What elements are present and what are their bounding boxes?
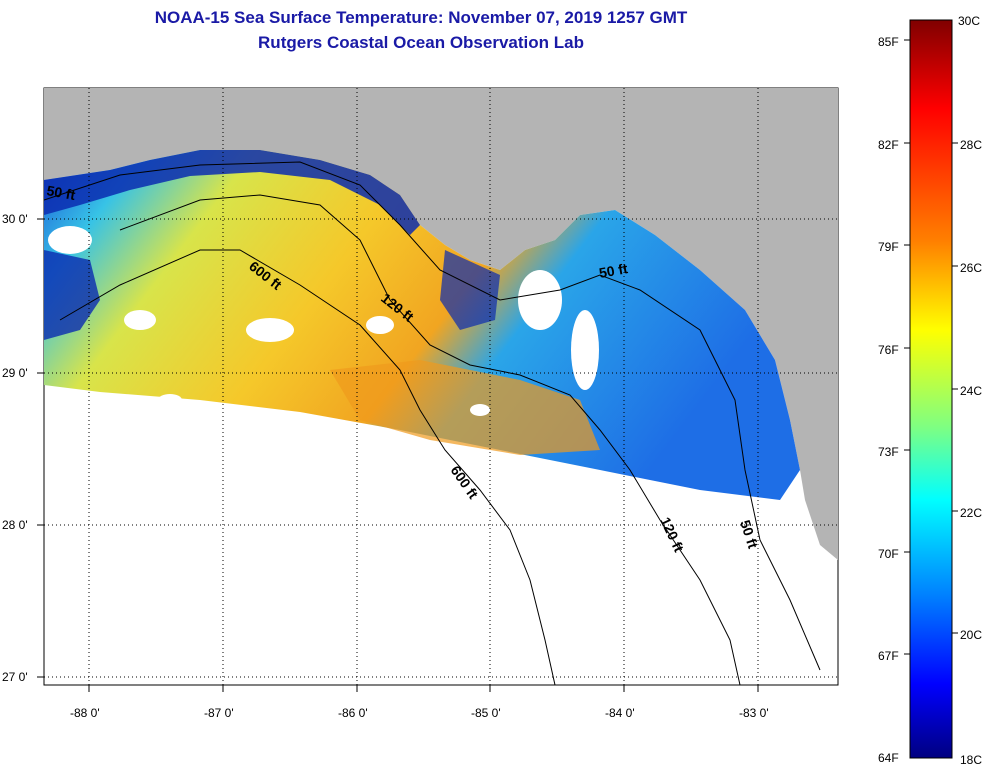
- colorbar-c-24: 24C: [960, 384, 982, 398]
- warm-core: [330, 360, 600, 455]
- colorbar-f-67: 67F: [878, 649, 899, 663]
- cold-coastal-band: [44, 150, 420, 235]
- colorbar-f-76: 76F: [878, 343, 899, 357]
- cloud-gaps: [48, 226, 599, 416]
- colorbar-c-18: 18C: [960, 753, 982, 767]
- colorbar-c-22: 22C: [960, 506, 982, 520]
- map-subtitle: Rutgers Coastal Ocean Observation Lab: [258, 33, 584, 52]
- land-mass: [44, 88, 838, 560]
- colorbar-f-64: 64F: [878, 751, 899, 765]
- colorbar-f-73: 73F: [878, 445, 899, 459]
- cold-patch-bay: [440, 250, 500, 330]
- lon-label-86: -86 0': [338, 706, 368, 720]
- colorbar-c-20: 20C: [960, 628, 982, 642]
- lon-label-85: -85 0': [471, 706, 501, 720]
- lat-label-28: 28 0': [2, 518, 28, 532]
- colorbar-c-30: 30C: [958, 14, 980, 28]
- lon-label-87: -87 0': [204, 706, 234, 720]
- isobath-50ft: [44, 161, 821, 671]
- lat-label-27: 27 0': [2, 670, 28, 684]
- isobath-lines: [44, 161, 821, 685]
- axis-ticks: [37, 218, 759, 692]
- colorbar-c-28: 28C: [960, 138, 982, 152]
- isobath-label-50ft-west: 50 ft: [45, 182, 76, 203]
- cold-patch-west: [44, 250, 100, 340]
- colorbar-c-26: 26C: [960, 261, 982, 275]
- lon-label-83: -83 0': [739, 706, 769, 720]
- lat-gridlines: [44, 218, 838, 678]
- isobath-120ft: [119, 194, 741, 685]
- colorbar-f-82: 82F: [878, 138, 899, 152]
- lon-label-88: -88 0': [70, 706, 100, 720]
- isobath-600ft: [59, 249, 556, 685]
- colorbar-f-85: 85F: [878, 35, 899, 49]
- colorbar-f-79: 79F: [878, 240, 899, 254]
- colorbar-ticks: [904, 39, 958, 655]
- lon-label-84: -84 0': [605, 706, 635, 720]
- colorbar: [909, 19, 953, 759]
- colorbar-f-70: 70F: [878, 547, 899, 561]
- isobath-label-50ft-upper: 50 ft: [598, 260, 629, 281]
- map-title: NOAA-15 Sea Surface Temperature: Novembe…: [154, 8, 688, 27]
- lat-label-30: 30 0': [2, 212, 28, 226]
- lat-label-29: 29 0': [2, 366, 28, 380]
- sst-swath: [44, 150, 800, 500]
